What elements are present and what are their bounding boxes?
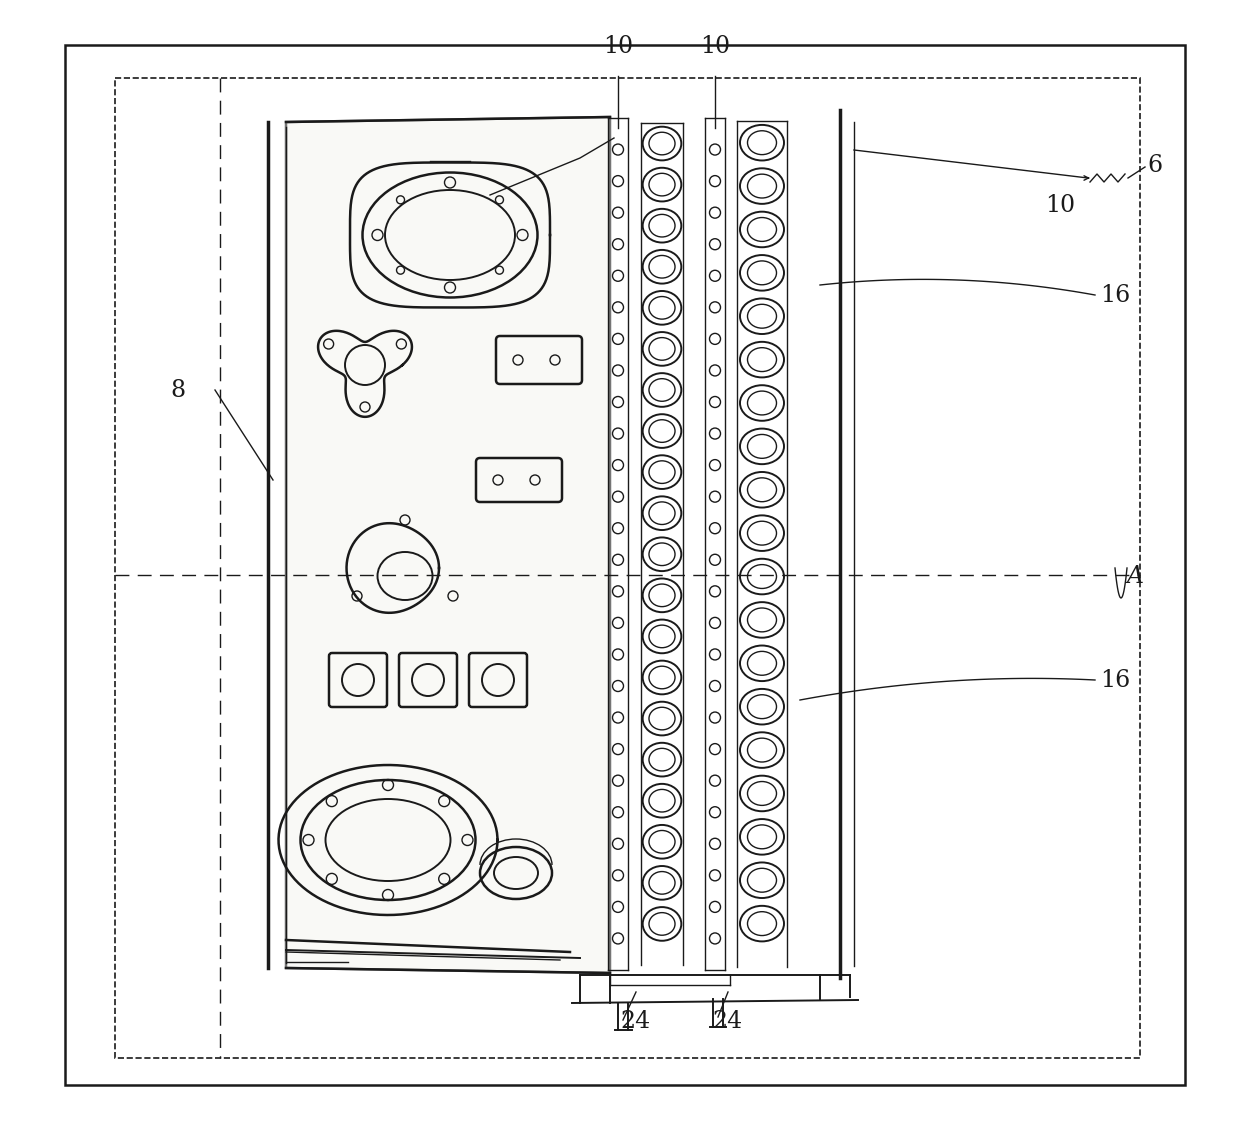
Text: 10: 10 — [1045, 193, 1075, 217]
Text: 6: 6 — [1147, 153, 1163, 176]
Text: 16: 16 — [1100, 284, 1130, 307]
Text: 16: 16 — [1100, 668, 1130, 692]
Text: 24: 24 — [713, 1010, 743, 1033]
Text: 10: 10 — [603, 35, 634, 58]
Polygon shape — [286, 117, 610, 974]
Text: A: A — [1126, 565, 1143, 587]
Text: 10: 10 — [699, 35, 730, 58]
Text: 8: 8 — [170, 378, 185, 401]
Text: 24: 24 — [621, 1010, 651, 1033]
